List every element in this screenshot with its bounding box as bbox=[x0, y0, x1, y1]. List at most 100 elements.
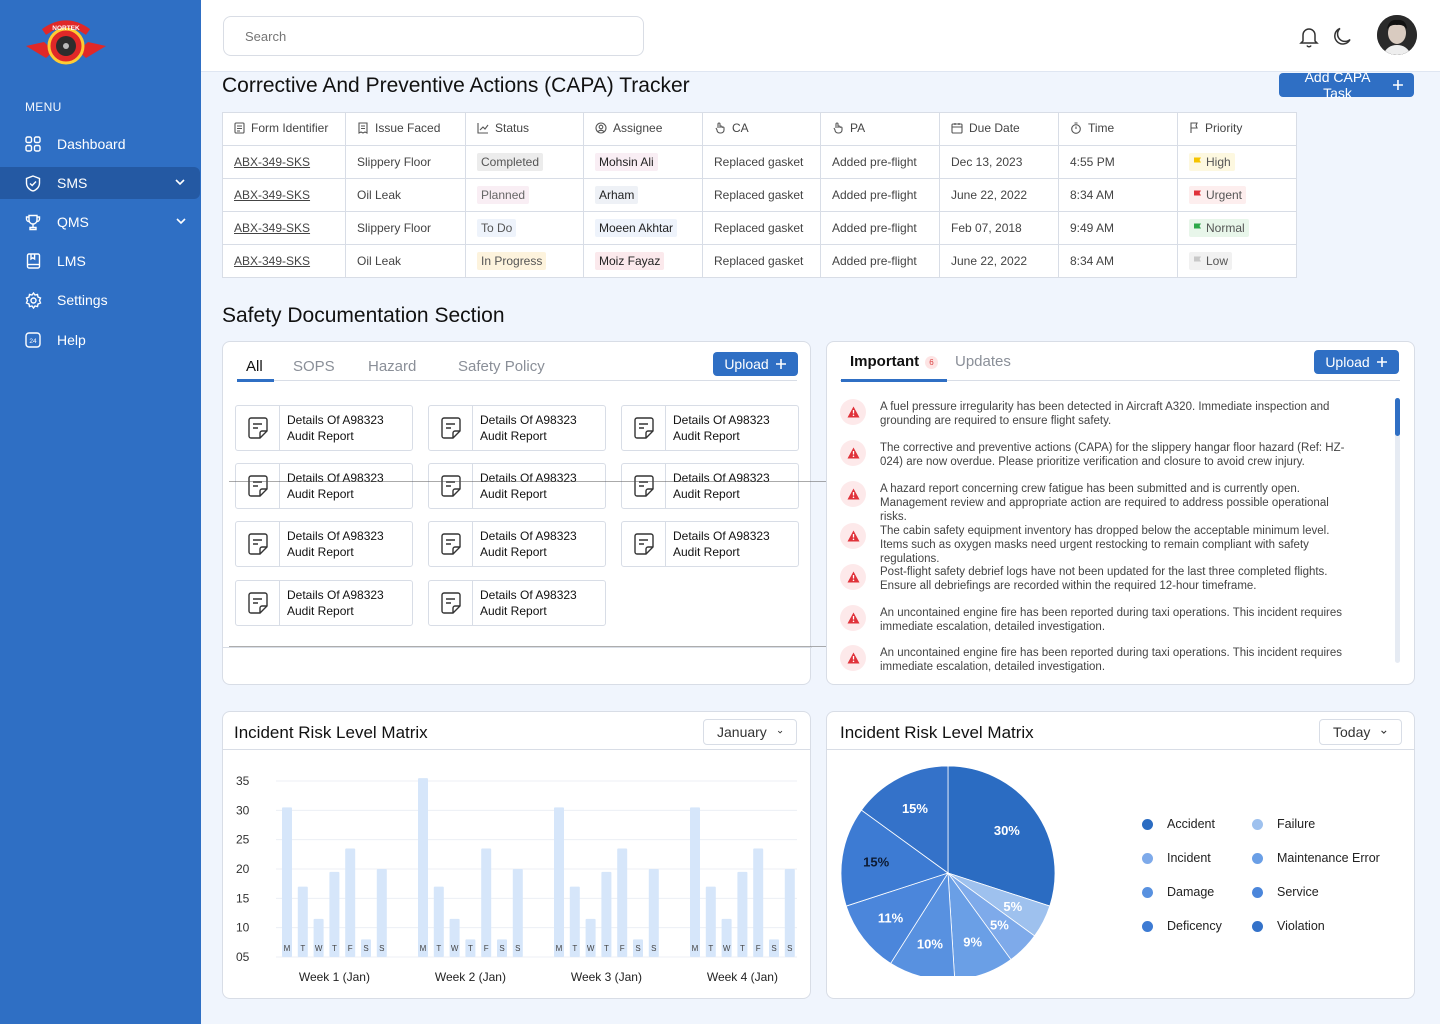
col-priority: Priority bbox=[1177, 112, 1297, 146]
bell-icon[interactable] bbox=[1299, 26, 1319, 48]
bar[interactable] bbox=[769, 939, 779, 957]
month-dropdown[interactable]: January bbox=[703, 719, 797, 745]
bar[interactable] bbox=[481, 848, 492, 957]
nortek-logo[interactable]: NORTEK bbox=[24, 18, 108, 68]
notification-item[interactable]: An uncontained engine fire has been repo… bbox=[840, 605, 1380, 634]
document-card[interactable]: Details Of A98323 Audit Report bbox=[428, 580, 606, 626]
flag-icon bbox=[1194, 223, 1201, 233]
form-identifier-link[interactable]: ABX-349-SKS bbox=[234, 188, 311, 202]
tab-sops[interactable]: SOPS bbox=[293, 358, 335, 375]
bar[interactable] bbox=[617, 848, 628, 957]
period-dropdown[interactable]: Today bbox=[1319, 719, 1402, 745]
priority-badge[interactable]: Low bbox=[1189, 252, 1233, 270]
tab-important[interactable]: Important bbox=[850, 353, 920, 370]
bar[interactable] bbox=[418, 778, 428, 957]
bar[interactable] bbox=[554, 807, 564, 957]
table-row[interactable]: ABX-349-SKS Slippery Floor To Do Moeen Akht… bbox=[222, 211, 1297, 245]
bar[interactable] bbox=[282, 807, 292, 957]
document-card[interactable]: Details Of A98323 Audit Report bbox=[428, 521, 606, 567]
tab-safety-policy[interactable]: Safety Policy bbox=[458, 358, 545, 375]
document-card[interactable]: Details Of A98323 Audit Report bbox=[428, 463, 606, 509]
document-card[interactable]: Details Of A98323 Audit Report bbox=[621, 405, 799, 451]
pie-slice[interactable] bbox=[947, 871, 1012, 976]
pie-slice[interactable] bbox=[845, 872, 949, 964]
document-card[interactable]: Details Of A98323 Audit Report bbox=[428, 405, 606, 451]
priority-badge[interactable]: Normal bbox=[1189, 219, 1249, 237]
notif-upload-button[interactable]: Upload bbox=[1314, 350, 1399, 374]
tab-hazard[interactable]: Hazard bbox=[368, 358, 417, 375]
bar[interactable] bbox=[690, 807, 700, 957]
document-card[interactable]: Details Of A98323 Audit Report bbox=[621, 463, 799, 509]
bar[interactable] bbox=[497, 939, 507, 957]
bar[interactable] bbox=[569, 886, 580, 957]
bar[interactable] bbox=[585, 918, 596, 957]
pie-slice[interactable] bbox=[840, 809, 949, 907]
sidebar-item-sms[interactable]: SMS bbox=[0, 167, 200, 199]
document-icon bbox=[622, 522, 666, 566]
bar[interactable] bbox=[313, 918, 324, 957]
bar[interactable] bbox=[633, 939, 643, 957]
form-identifier-link[interactable]: ABX-349-SKS bbox=[234, 254, 311, 268]
table-row[interactable]: ABX-349-SKS Oil Leak Planned Arham Replaced … bbox=[222, 178, 1297, 212]
tab-updates[interactable]: Updates bbox=[955, 353, 1011, 370]
assignee-chip[interactable]: Moeen Akhtar bbox=[595, 219, 678, 237]
notification-item[interactable]: An uncontained engine fire has been repo… bbox=[840, 645, 1380, 674]
document-card[interactable]: Details Of A98323 Audit Report bbox=[621, 521, 799, 567]
bar[interactable] bbox=[361, 939, 371, 957]
moon-icon[interactable] bbox=[1332, 26, 1353, 47]
bar[interactable] bbox=[376, 869, 387, 957]
notification-item[interactable]: A fuel pressure irregularity has been de… bbox=[840, 399, 1380, 428]
notification-item[interactable]: The corrective and preventive actions (C… bbox=[840, 440, 1380, 469]
table-row[interactable]: ABX-349-SKS Slippery Floor Completed Mohsin… bbox=[222, 145, 1297, 179]
bar[interactable] bbox=[465, 939, 476, 957]
pie-slice[interactable] bbox=[947, 765, 1056, 907]
bar[interactable] bbox=[784, 869, 795, 957]
chevron-down-icon[interactable] bbox=[174, 176, 186, 188]
bar[interactable] bbox=[648, 869, 659, 957]
flag-icon bbox=[1194, 256, 1201, 266]
document-title: Details Of A98323 Audit Report bbox=[666, 412, 770, 444]
pie-slice[interactable] bbox=[860, 765, 949, 874]
sidebar-item-lms[interactable]: LMS bbox=[0, 245, 201, 277]
bar[interactable] bbox=[512, 869, 523, 957]
assignee-chip[interactable]: Arham bbox=[595, 186, 639, 204]
assignee-chip[interactable]: Moiz Fayaz bbox=[595, 252, 665, 270]
bar[interactable] bbox=[329, 871, 340, 957]
bar[interactable] bbox=[601, 871, 612, 957]
safety-upload-button[interactable]: Upload bbox=[713, 352, 798, 376]
bar[interactable] bbox=[753, 848, 764, 957]
assignee-chip[interactable]: Mohsin Ali bbox=[595, 153, 658, 171]
scrollbar-track[interactable] bbox=[1395, 398, 1400, 663]
sidebar-item-settings[interactable]: Settings bbox=[0, 284, 201, 316]
priority-badge[interactable]: Urgent bbox=[1189, 186, 1247, 204]
table-row[interactable]: ABX-349-SKS Oil Leak In Progress Moiz Fayaz… bbox=[222, 244, 1297, 278]
sidebar-item-help[interactable]: 24 Help bbox=[0, 324, 201, 356]
bar[interactable] bbox=[705, 886, 716, 957]
bar[interactable] bbox=[737, 871, 748, 957]
priority-badge[interactable]: High bbox=[1189, 153, 1235, 171]
scrollbar-thumb[interactable] bbox=[1395, 398, 1400, 436]
day-label: T bbox=[740, 944, 745, 953]
chevron-down-icon[interactable] bbox=[175, 215, 187, 227]
notification-item[interactable]: The cabin safety equipment inventory has… bbox=[840, 523, 1380, 566]
bar[interactable] bbox=[449, 918, 460, 957]
avatar[interactable] bbox=[1377, 15, 1417, 55]
form-identifier-link[interactable]: ABX-349-SKS bbox=[234, 155, 311, 169]
legend-label: Violation bbox=[1277, 919, 1325, 933]
document-card[interactable]: Details Of A98323 Audit Report bbox=[235, 463, 413, 509]
document-card[interactable]: Details Of A98323 Audit Report bbox=[235, 405, 413, 451]
sidebar-item-dashboard[interactable]: Dashboard bbox=[0, 128, 201, 160]
sidebar-item-qms[interactable]: QMS bbox=[0, 206, 201, 238]
notification-item[interactable]: A hazard report concerning crew fatigue … bbox=[840, 481, 1380, 524]
bar[interactable] bbox=[297, 886, 308, 957]
document-card[interactable]: Details Of A98323 Audit Report bbox=[235, 521, 413, 567]
add-capa-task-button[interactable]: Add CAPA Task bbox=[1279, 69, 1414, 101]
bar[interactable] bbox=[345, 848, 356, 957]
tab-all[interactable]: All bbox=[246, 358, 263, 375]
form-identifier-link[interactable]: ABX-349-SKS bbox=[234, 221, 311, 235]
bar[interactable] bbox=[721, 918, 732, 957]
document-card[interactable]: Details Of A98323 Audit Report bbox=[235, 580, 413, 626]
search-input[interactable] bbox=[223, 16, 644, 56]
notification-item[interactable]: Post-flight safety debrief logs have not… bbox=[840, 564, 1380, 593]
bar[interactable] bbox=[433, 886, 444, 957]
